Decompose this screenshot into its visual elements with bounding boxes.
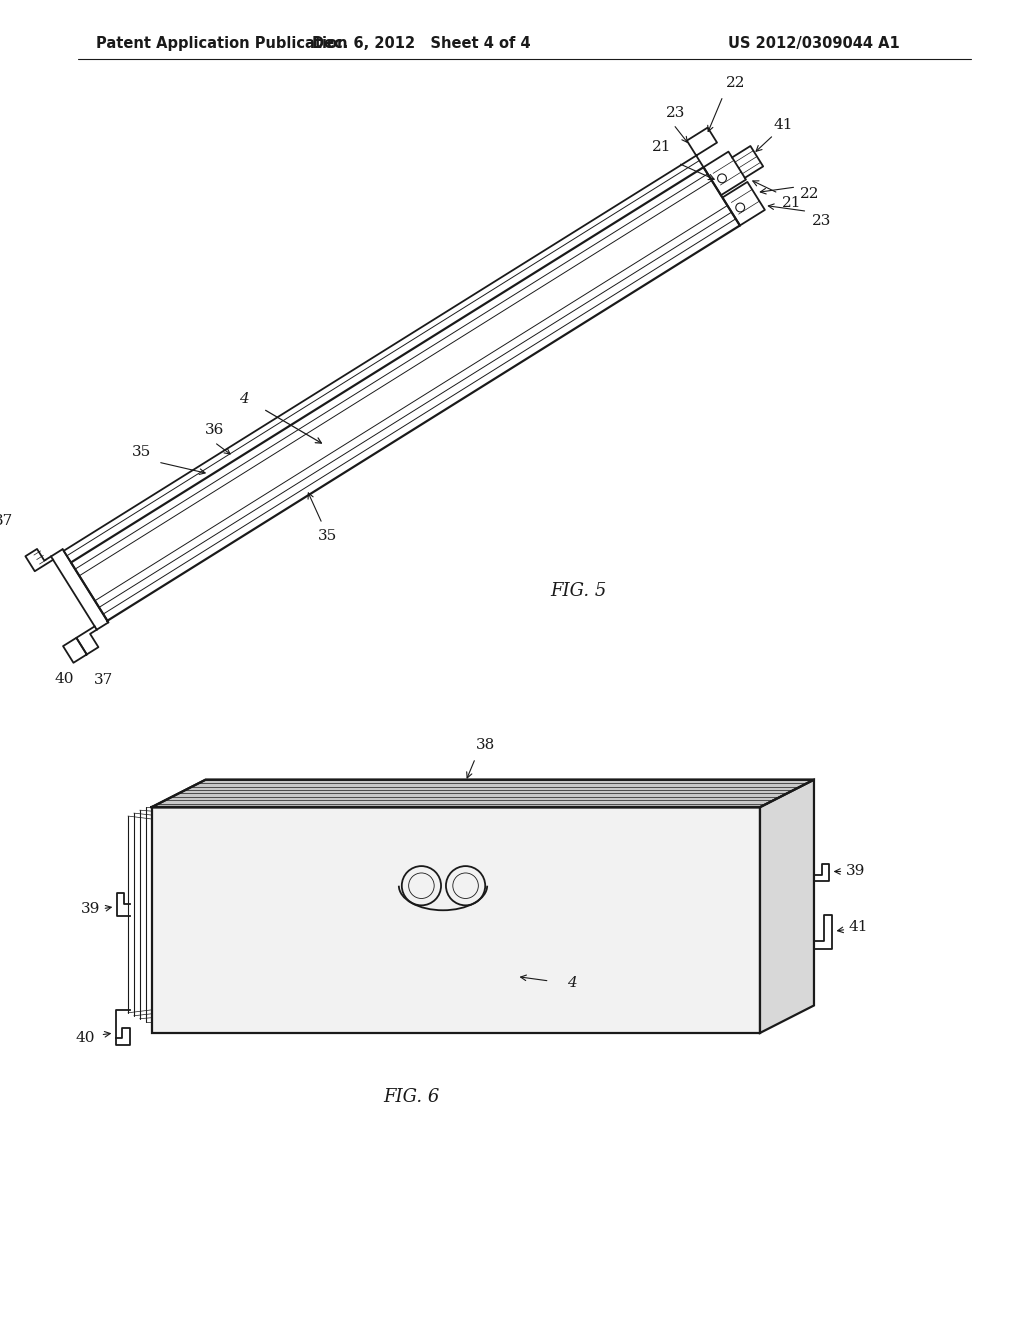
Text: 4: 4 (566, 977, 577, 990)
Text: 37: 37 (94, 673, 114, 688)
Text: 39: 39 (81, 902, 100, 916)
Text: 4: 4 (239, 392, 249, 407)
Text: 23: 23 (812, 214, 831, 228)
Text: 35: 35 (317, 529, 337, 544)
Text: 39: 39 (846, 865, 865, 879)
Polygon shape (152, 780, 814, 808)
Text: 21: 21 (782, 195, 802, 210)
Text: 41: 41 (774, 117, 794, 132)
Text: 40: 40 (54, 672, 74, 686)
Text: FIG. 5: FIG. 5 (550, 582, 606, 601)
Polygon shape (760, 780, 814, 1034)
Text: 38: 38 (475, 738, 495, 752)
Text: Dec. 6, 2012   Sheet 4 of 4: Dec. 6, 2012 Sheet 4 of 4 (312, 36, 530, 51)
Text: 41: 41 (849, 920, 868, 935)
Text: 37: 37 (0, 513, 13, 528)
Text: US 2012/0309044 A1: US 2012/0309044 A1 (728, 36, 900, 51)
Text: 40: 40 (75, 1031, 94, 1045)
Text: 35: 35 (132, 445, 151, 459)
Polygon shape (152, 808, 760, 1034)
Text: 22: 22 (726, 77, 745, 90)
Text: 36: 36 (205, 424, 224, 437)
Text: Patent Application Publication: Patent Application Publication (95, 36, 347, 51)
Text: 21: 21 (651, 140, 671, 154)
Text: 22: 22 (800, 187, 820, 201)
Text: FIG. 6: FIG. 6 (383, 1088, 439, 1106)
Text: 23: 23 (666, 106, 685, 120)
